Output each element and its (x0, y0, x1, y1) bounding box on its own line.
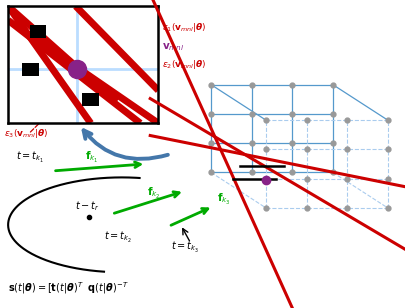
Text: $\mathbf{v}_{mnl}$: $\mathbf{v}_{mnl}$ (162, 41, 184, 53)
Text: $\epsilon_3(\mathbf{v}_{mnl}|\boldsymbol{\theta})$: $\epsilon_3(\mathbf{v}_{mnl}|\boldsymbol… (4, 128, 49, 140)
Text: $\epsilon_1(\mathbf{v}_{mnl}|\boldsymbol{\theta})$: $\epsilon_1(\mathbf{v}_{mnl}|\boldsymbol… (162, 21, 207, 34)
Text: $\mathbf{f}_{k_1}$: $\mathbf{f}_{k_1}$ (84, 150, 98, 165)
Text: $\mathbf{s}(t|\boldsymbol{\theta})=[\mathbf{t}(t|\boldsymbol{\theta})^T\ \ \math: $\mathbf{s}(t|\boldsymbol{\theta})=[\mat… (8, 280, 128, 296)
Text: $t=t_{k_3}$: $t=t_{k_3}$ (170, 240, 198, 254)
Text: $t-t_r$: $t-t_r$ (75, 200, 100, 213)
Text: $\epsilon_2(\mathbf{v}_{mnl}|\boldsymbol{\theta})$: $\epsilon_2(\mathbf{v}_{mnl}|\boldsymbol… (162, 58, 207, 71)
Text: $\mathbf{f}_{k_2}$: $\mathbf{f}_{k_2}$ (147, 186, 161, 201)
Text: $t=t_{k_1}$: $t=t_{k_1}$ (16, 150, 44, 165)
Text: $t=t_{k_2}$: $t=t_{k_2}$ (103, 230, 131, 245)
Text: $\mathbf{f}_{k_3}$: $\mathbf{f}_{k_3}$ (217, 192, 230, 207)
